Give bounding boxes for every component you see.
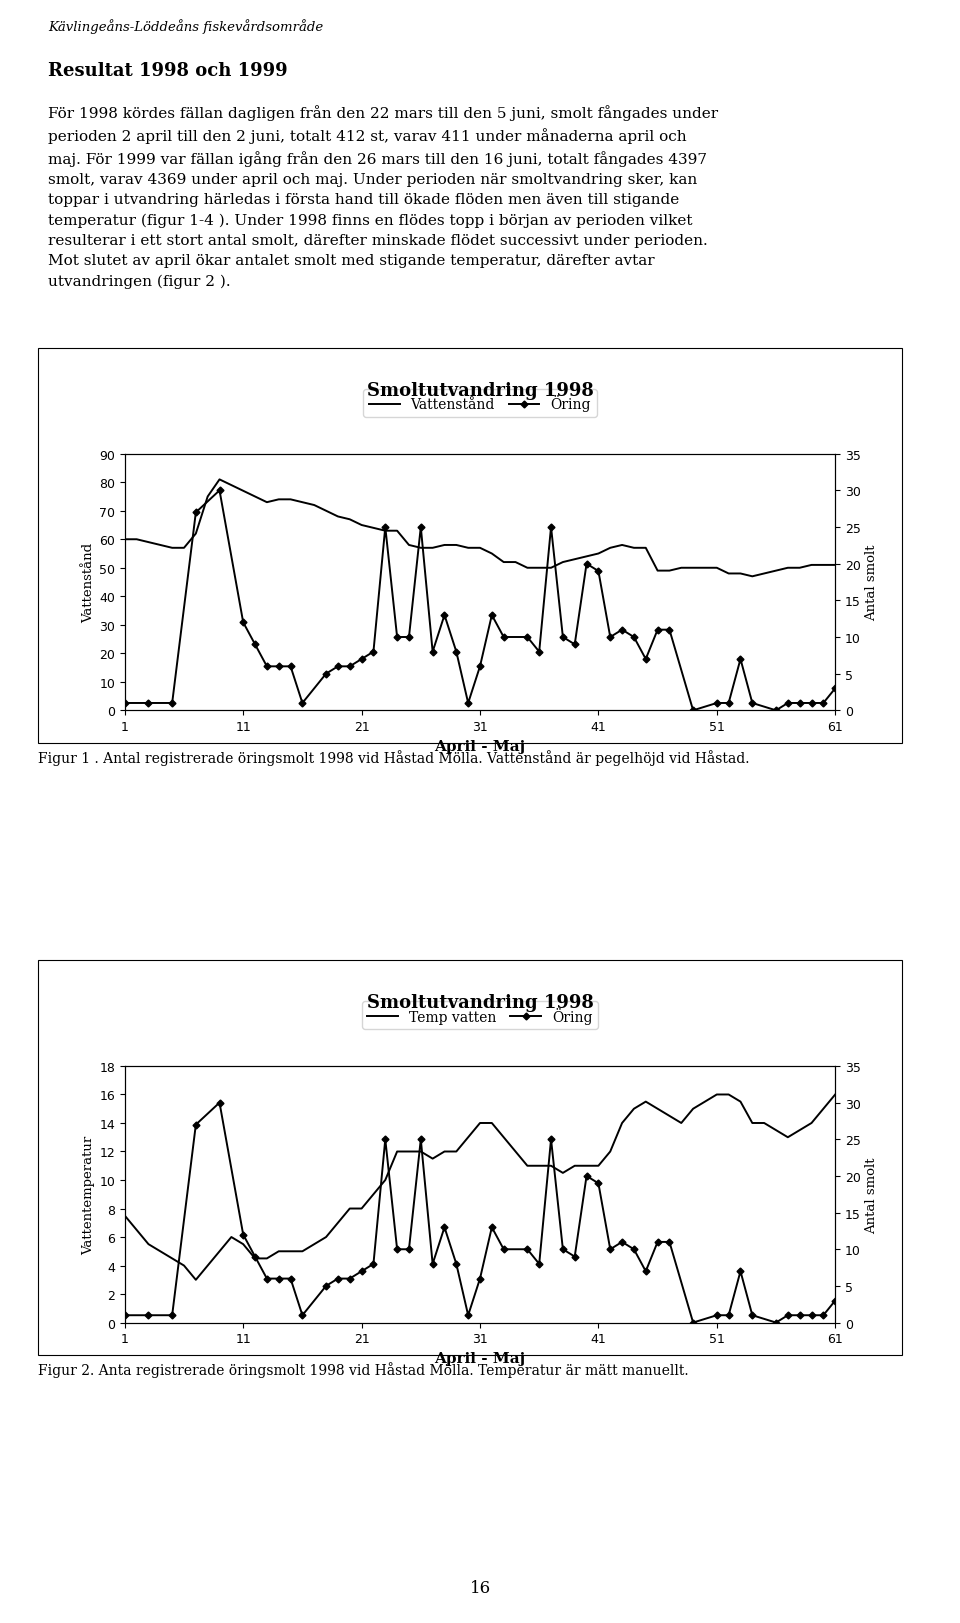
Text: Kävlingeåns-Löddeåns fiskevårdsområde: Kävlingeåns-Löddeåns fiskevårdsområde [48, 19, 324, 34]
Legend: Vattenstånd, Öring: Vattenstånd, Öring [364, 390, 596, 417]
Y-axis label: Antal smolt: Antal smolt [865, 544, 878, 622]
Text: Smoltutvandring 1998: Smoltutvandring 1998 [367, 993, 593, 1011]
Legend: Temp vatten, Öring: Temp vatten, Öring [362, 1001, 598, 1029]
Y-axis label: Vattentemperatur: Vattentemperatur [82, 1134, 95, 1255]
Y-axis label: Antal smolt: Antal smolt [865, 1156, 878, 1233]
Text: Figur 1 . Antal registrerade öringsmolt 1998 vid Håstad Mölla. Vattenstånd är pe: Figur 1 . Antal registrerade öringsmolt … [38, 750, 750, 766]
Text: För 1998 kördes fällan dagligen från den 22 mars till den 5 juni, smolt fångades: För 1998 kördes fällan dagligen från den… [48, 105, 718, 289]
Text: Resultat 1998 och 1999: Resultat 1998 och 1999 [48, 62, 288, 80]
Text: Smoltutvandring 1998: Smoltutvandring 1998 [367, 381, 593, 399]
X-axis label: April - Maj: April - Maj [435, 1350, 525, 1365]
X-axis label: April - Maj: April - Maj [435, 738, 525, 753]
Text: Figur 2. Anta registrerade öringsmolt 1998 vid Håstad Mölla. Temperatur är mätt : Figur 2. Anta registrerade öringsmolt 19… [38, 1362, 689, 1378]
Y-axis label: Vattenstånd: Vattenstånd [82, 542, 95, 623]
Text: 16: 16 [469, 1579, 491, 1595]
